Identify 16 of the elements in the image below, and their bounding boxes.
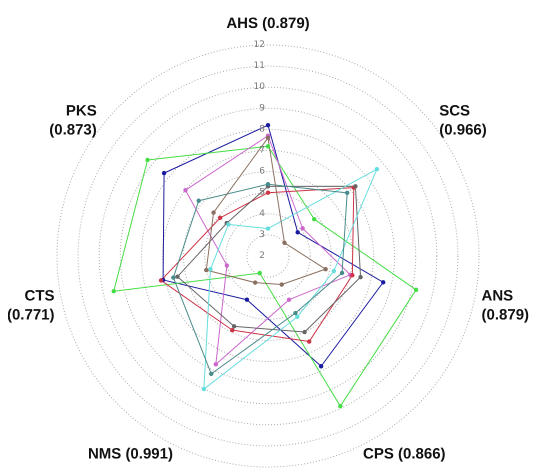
y-tick-label: 12 (254, 40, 265, 50)
y-tick-label: 6 (259, 166, 266, 177)
spoke-label: AHS (0.879) (226, 15, 310, 32)
y-tick-label: 10 (254, 82, 266, 92)
y-tick-label: 7 (259, 146, 265, 156)
spoke-label: ANS (0.879) (482, 288, 530, 324)
spoke-label: NMS (0.991) (88, 445, 173, 462)
y-tick-label: 3 (259, 230, 265, 240)
spoke-label: CPS (0.866) (363, 445, 446, 462)
spoke-label: PKS (0.873) (49, 102, 97, 138)
y-tick-label: 2 (259, 251, 265, 261)
spoke-label: CTS (0.771) (6, 288, 54, 324)
spoke-label: SCS (0.966) (439, 102, 487, 138)
y-tick-label: 9 (259, 103, 266, 114)
y-tick-label: 11 (254, 61, 265, 72)
y-tick-label: 4 (259, 208, 266, 219)
